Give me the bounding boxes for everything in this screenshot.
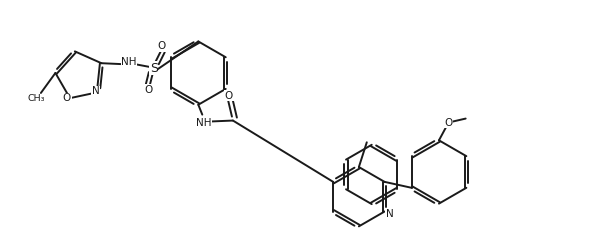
Text: O: O (63, 93, 71, 103)
Text: NH: NH (122, 57, 137, 67)
Text: CH₃: CH₃ (27, 94, 45, 104)
Text: S: S (150, 62, 158, 75)
Text: O: O (145, 85, 153, 95)
Text: O: O (225, 91, 233, 101)
Text: O: O (158, 42, 166, 51)
Text: N: N (385, 208, 393, 218)
Text: NH: NH (195, 118, 211, 128)
Text: O: O (445, 118, 453, 128)
Text: N: N (91, 86, 99, 96)
